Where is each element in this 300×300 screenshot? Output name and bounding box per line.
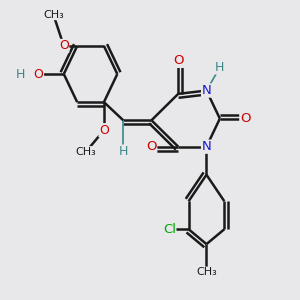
Text: O: O (146, 140, 157, 153)
Text: O: O (59, 40, 69, 52)
Text: H: H (16, 68, 26, 80)
Text: H: H (118, 145, 128, 158)
Text: H: H (215, 61, 224, 74)
Text: O: O (34, 68, 44, 80)
Text: CH₃: CH₃ (196, 267, 217, 277)
Text: CH₃: CH₃ (76, 147, 97, 157)
Text: O: O (173, 54, 184, 67)
Text: N: N (202, 140, 211, 153)
Text: O: O (240, 112, 250, 125)
Text: N: N (202, 84, 211, 97)
Text: CH₃: CH₃ (43, 10, 64, 20)
Text: O: O (99, 124, 109, 137)
Text: Cl: Cl (163, 223, 176, 236)
